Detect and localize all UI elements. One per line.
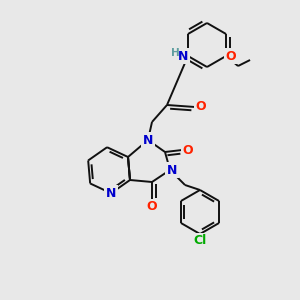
Text: O: O [147, 200, 157, 214]
Text: Cl: Cl [194, 235, 207, 248]
Text: N: N [178, 50, 188, 62]
Text: N: N [106, 187, 116, 200]
Text: H: H [171, 48, 179, 58]
Text: O: O [196, 100, 206, 113]
Text: N: N [167, 164, 177, 176]
Text: O: O [226, 50, 236, 62]
Text: O: O [183, 143, 193, 157]
Text: N: N [143, 134, 153, 146]
